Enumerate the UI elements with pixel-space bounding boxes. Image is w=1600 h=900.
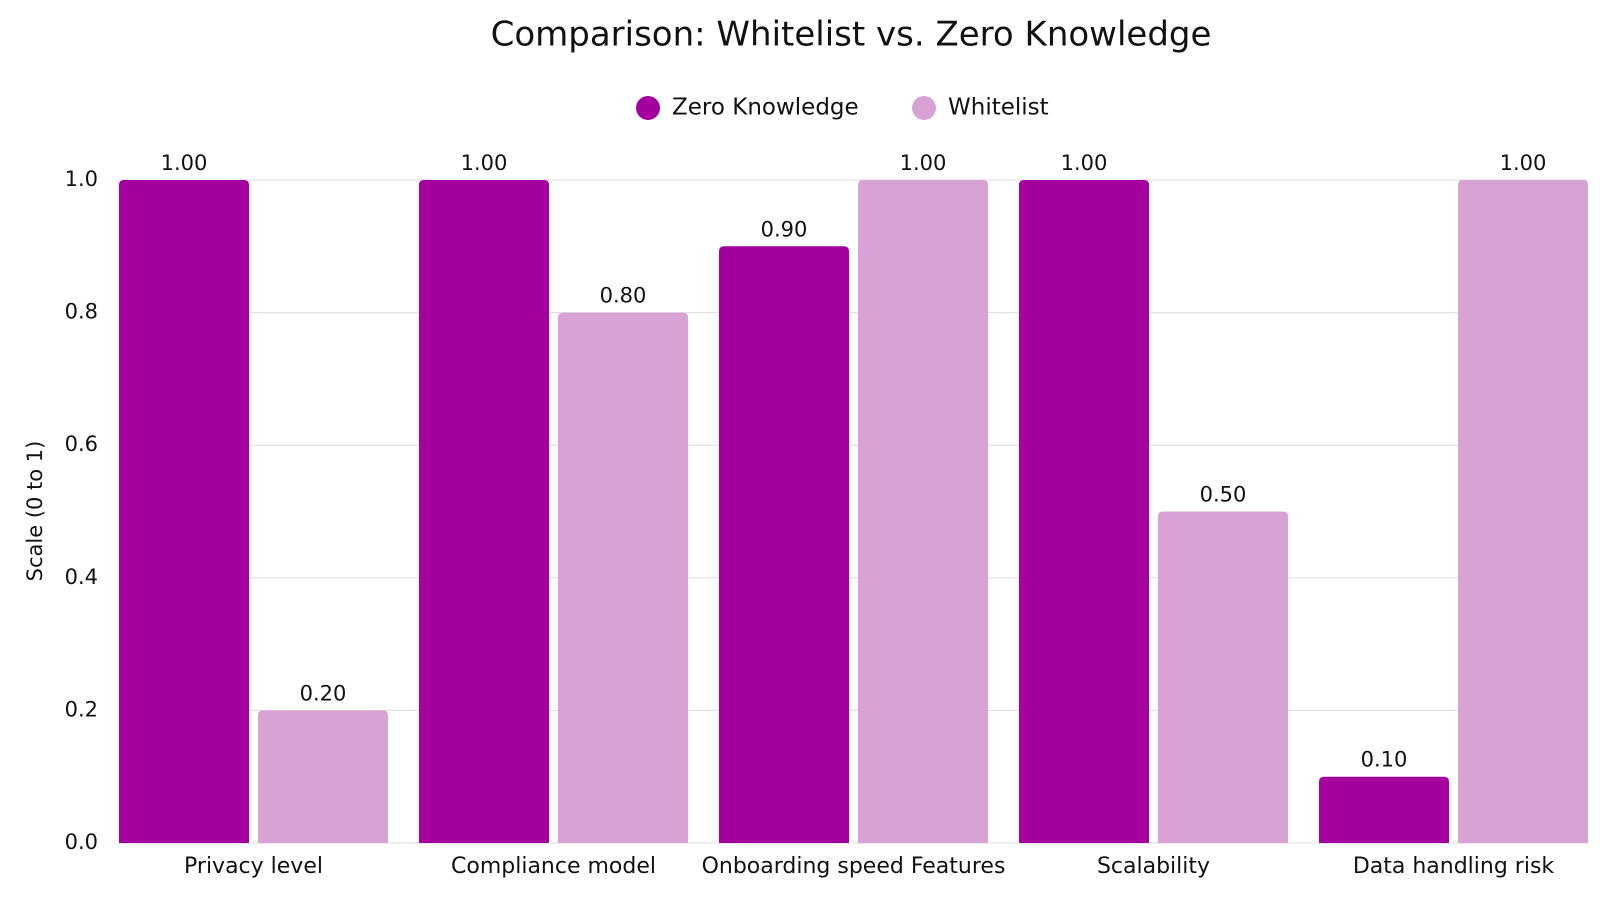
bar xyxy=(419,180,549,843)
legend-label: Zero Knowledge xyxy=(672,95,859,121)
chart-title: Comparison: Whitelist vs. Zero Knowledge xyxy=(491,15,1212,55)
value-label: 0.80 xyxy=(600,284,647,308)
y-tick-label: 0.6 xyxy=(65,432,98,456)
bar xyxy=(858,180,988,843)
value-label: 1.00 xyxy=(1061,151,1108,175)
value-label: 0.90 xyxy=(761,217,808,241)
value-label: 0.10 xyxy=(1361,748,1408,772)
bar xyxy=(258,710,388,843)
x-tick-label: Onboarding speed Features xyxy=(702,854,1006,879)
bar xyxy=(1158,511,1288,843)
y-axis-label: Scale (0 to 1) xyxy=(23,441,47,582)
bar xyxy=(558,312,688,844)
y-tick-label: 0.8 xyxy=(65,300,98,324)
value-label: 0.50 xyxy=(1200,483,1247,507)
value-label: 1.00 xyxy=(900,151,947,175)
bar xyxy=(719,246,849,844)
value-label: 1.00 xyxy=(1500,151,1547,175)
x-tick-label: Scalability xyxy=(1097,854,1210,879)
x-tick-label: Data handling risk xyxy=(1353,854,1555,879)
y-tick-label: 0.4 xyxy=(65,565,98,589)
bar xyxy=(1019,180,1149,843)
y-tick-label: 0.2 xyxy=(65,697,98,721)
bar xyxy=(1458,180,1588,843)
value-label: 0.20 xyxy=(300,681,347,705)
legend-swatch xyxy=(636,96,660,120)
bar xyxy=(119,180,249,843)
x-tick-label: Privacy level xyxy=(184,854,323,879)
x-tick-label: Compliance model xyxy=(451,854,656,879)
y-tick-label: 1.0 xyxy=(65,167,98,191)
y-tick-label: 0.0 xyxy=(65,830,98,854)
legend-swatch xyxy=(912,96,936,120)
bar xyxy=(1319,776,1449,843)
value-label: 1.00 xyxy=(161,151,208,175)
value-label: 1.00 xyxy=(461,151,508,175)
legend-label: Whitelist xyxy=(948,95,1049,121)
